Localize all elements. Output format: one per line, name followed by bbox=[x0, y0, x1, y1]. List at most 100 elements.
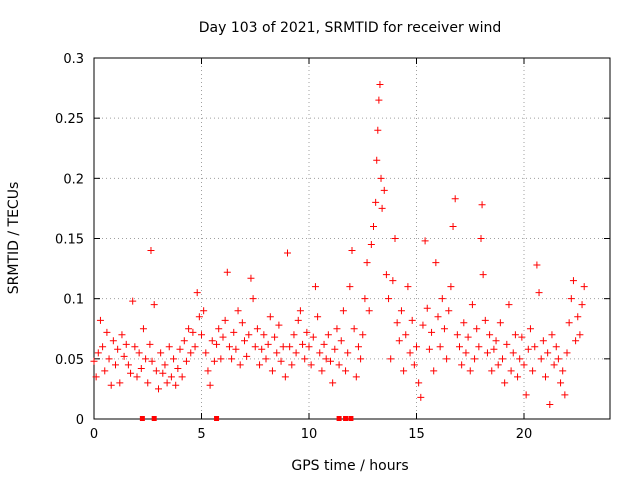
data-point bbox=[486, 331, 494, 339]
data-point bbox=[507, 367, 515, 375]
data-point bbox=[288, 361, 296, 369]
data-point bbox=[354, 343, 362, 351]
data-point bbox=[155, 385, 162, 393]
data-point bbox=[443, 355, 451, 363]
data-point bbox=[569, 277, 577, 285]
axis-ticks: 0 5 10 15 20 0 0.05 0.1 0.15 0.2 0.25 0.3 bbox=[55, 52, 610, 442]
data-point bbox=[522, 391, 530, 399]
data-point bbox=[262, 355, 270, 363]
data-point bbox=[535, 289, 543, 297]
data-point bbox=[299, 340, 307, 348]
data-point bbox=[518, 333, 526, 341]
data-point bbox=[496, 319, 504, 327]
y-tick-label: 0.25 bbox=[55, 112, 84, 127]
data-point bbox=[552, 343, 560, 351]
data-point bbox=[473, 325, 481, 333]
data-point bbox=[271, 333, 279, 341]
x-axis-label: GPS time / hours bbox=[291, 458, 408, 474]
data-point bbox=[370, 222, 377, 230]
data-point bbox=[277, 357, 285, 365]
data-point bbox=[567, 295, 575, 303]
data-point bbox=[529, 367, 537, 375]
data-point bbox=[273, 349, 281, 357]
data-point bbox=[253, 325, 261, 333]
data-point bbox=[146, 340, 154, 348]
data-point bbox=[286, 343, 294, 351]
data-point bbox=[445, 307, 453, 315]
data-point bbox=[578, 301, 586, 309]
data-point bbox=[511, 331, 519, 339]
data-point bbox=[292, 349, 300, 357]
data-point bbox=[430, 367, 438, 375]
data-point bbox=[127, 369, 135, 377]
data-point bbox=[572, 337, 580, 345]
data-point bbox=[238, 319, 246, 327]
data-point bbox=[365, 307, 373, 315]
data-point bbox=[357, 355, 365, 363]
data-point bbox=[494, 361, 502, 369]
data-point bbox=[576, 331, 584, 339]
data-point bbox=[503, 340, 511, 348]
data-point bbox=[361, 295, 369, 303]
data-point bbox=[236, 361, 244, 369]
data-point bbox=[318, 367, 326, 375]
data-point bbox=[425, 345, 433, 353]
data-point bbox=[223, 268, 231, 276]
data-point bbox=[176, 345, 184, 353]
data-point bbox=[367, 241, 375, 249]
data-point bbox=[94, 349, 102, 357]
data-point bbox=[92, 373, 100, 381]
data-point bbox=[178, 373, 186, 381]
data-point bbox=[137, 364, 145, 372]
data-point bbox=[335, 361, 343, 369]
data-point bbox=[516, 355, 524, 363]
data-point bbox=[266, 313, 274, 321]
zero-marker bbox=[214, 416, 220, 421]
data-point bbox=[492, 337, 500, 345]
data-point bbox=[464, 333, 472, 341]
data-point bbox=[456, 343, 463, 351]
data-point bbox=[124, 361, 132, 369]
data-point bbox=[150, 301, 158, 309]
data-point bbox=[99, 343, 107, 351]
data-point bbox=[436, 343, 444, 351]
data-point bbox=[563, 349, 571, 357]
data-point bbox=[434, 313, 442, 321]
y-tick-label: 0.15 bbox=[55, 233, 84, 248]
data-point bbox=[561, 391, 569, 399]
data-point bbox=[284, 249, 291, 257]
data-point bbox=[554, 355, 562, 363]
data-point bbox=[258, 345, 266, 353]
data-point bbox=[139, 325, 147, 333]
data-point bbox=[187, 349, 195, 357]
data-points bbox=[90, 80, 588, 421]
data-point bbox=[460, 319, 468, 327]
data-point bbox=[243, 352, 251, 360]
data-point bbox=[478, 201, 486, 209]
data-point bbox=[275, 321, 283, 329]
data-point bbox=[514, 373, 522, 381]
data-point bbox=[109, 337, 117, 345]
data-point bbox=[118, 331, 126, 339]
data-point bbox=[210, 357, 218, 365]
data-point bbox=[206, 381, 214, 389]
data-point bbox=[198, 331, 205, 339]
data-point bbox=[247, 274, 255, 282]
data-point bbox=[387, 355, 395, 363]
data-point bbox=[375, 96, 383, 104]
data-point bbox=[260, 331, 268, 339]
data-point bbox=[268, 367, 276, 375]
data-point bbox=[230, 328, 238, 336]
data-point bbox=[221, 316, 229, 324]
data-point bbox=[352, 373, 360, 381]
data-point bbox=[546, 401, 554, 409]
data-point bbox=[346, 283, 354, 291]
x-tick-label: 10 bbox=[301, 427, 318, 442]
data-point bbox=[432, 259, 440, 267]
x-tick-label: 20 bbox=[516, 427, 533, 442]
data-point bbox=[376, 80, 384, 88]
data-point bbox=[413, 343, 420, 351]
data-point bbox=[144, 379, 152, 387]
data-point bbox=[122, 340, 130, 348]
data-point bbox=[333, 325, 341, 333]
